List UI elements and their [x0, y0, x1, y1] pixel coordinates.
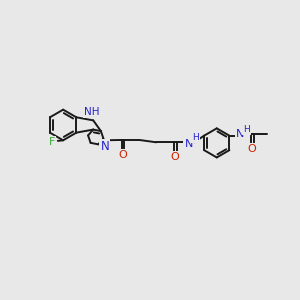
Text: NH: NH: [84, 106, 100, 116]
Text: N: N: [100, 140, 109, 153]
Text: N: N: [184, 139, 193, 149]
Text: H: H: [243, 125, 250, 134]
Text: O: O: [118, 150, 127, 160]
Text: O: O: [171, 152, 180, 162]
Text: F: F: [49, 137, 55, 147]
Text: O: O: [248, 144, 256, 154]
Text: H: H: [192, 134, 199, 142]
Text: N: N: [236, 129, 244, 139]
